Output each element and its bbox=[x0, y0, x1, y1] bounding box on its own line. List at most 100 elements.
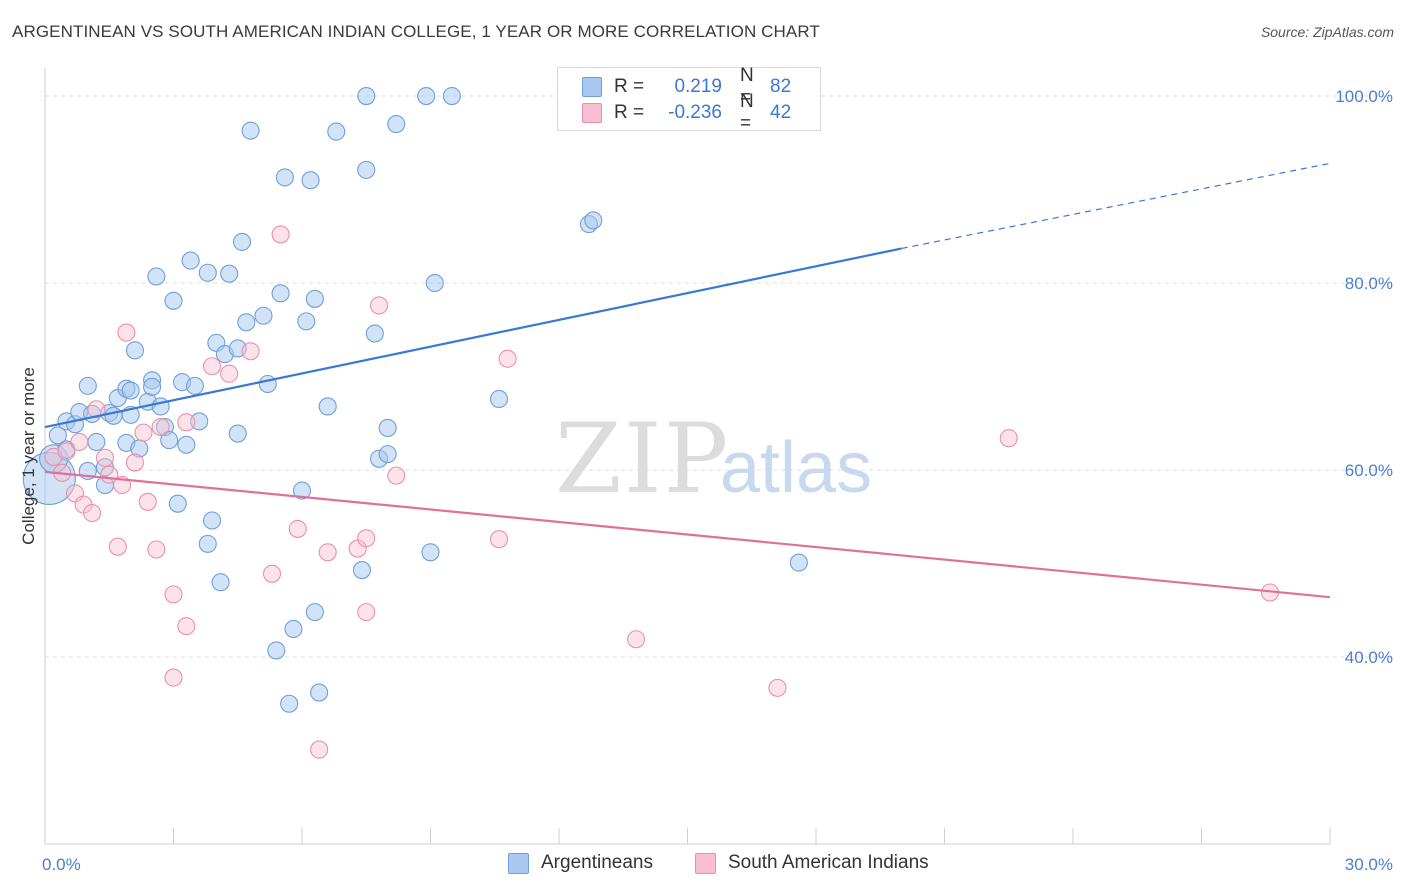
argentinean-point bbox=[275, 168, 294, 187]
argentinean-point bbox=[284, 619, 303, 639]
legend-n-label: N = bbox=[740, 65, 754, 108]
series-legend-argentineans: Argentineans bbox=[508, 852, 653, 874]
legend-swatch-south-american-indians bbox=[582, 103, 602, 123]
argentinean-point bbox=[151, 397, 170, 416]
argentinean-point bbox=[228, 424, 247, 443]
argentinean-point bbox=[181, 251, 200, 270]
argentinean-point bbox=[318, 397, 337, 416]
south-american-indian-point bbox=[262, 564, 282, 583]
south-american-indian-point bbox=[370, 296, 389, 315]
south-american-indian-point bbox=[108, 537, 127, 556]
south-american-indian-point bbox=[310, 740, 329, 759]
argentinean-point bbox=[421, 543, 440, 562]
trend-lines bbox=[44, 162, 1331, 599]
watermark: ZIP atlas bbox=[555, 403, 872, 515]
argentinean-point bbox=[78, 376, 97, 395]
argentinean-point bbox=[198, 534, 217, 553]
south-american-indian-point bbox=[241, 342, 260, 361]
watermark-zip: ZIP bbox=[555, 403, 730, 515]
legend-n-value: 42 bbox=[770, 102, 792, 123]
argentinean-point bbox=[125, 341, 144, 360]
south-american-indian-point bbox=[70, 432, 89, 452]
south-american-indian-point bbox=[83, 503, 102, 523]
argentinean-point bbox=[292, 481, 312, 500]
argentinean-point bbox=[258, 374, 277, 394]
chart-source: Source: ZipAtlas.com bbox=[1260, 24, 1394, 40]
argentinean-point bbox=[378, 445, 397, 464]
y-tick-label: 60.0% bbox=[1345, 461, 1393, 480]
series-swatch-south-american-indians bbox=[694, 852, 716, 874]
south-american-indian-point bbox=[203, 357, 222, 376]
y-tick-label: 100.0% bbox=[1335, 87, 1393, 106]
south-american-indian-point bbox=[147, 540, 166, 559]
argentinean-point bbox=[305, 289, 324, 308]
argentinean-point bbox=[198, 263, 217, 282]
argentinean-point bbox=[177, 435, 196, 454]
south-american-indian-point bbox=[164, 585, 183, 604]
y-tick-label: 80.0% bbox=[1345, 274, 1393, 293]
argentinean-point bbox=[168, 494, 187, 513]
south-american-indian-point bbox=[768, 678, 787, 697]
argentinean-point bbox=[789, 553, 808, 572]
south-american-indian-point bbox=[318, 543, 337, 562]
argentinean-point bbox=[301, 171, 320, 190]
south-american-indian-point bbox=[177, 617, 196, 636]
south-american-indian-point bbox=[57, 442, 76, 461]
south-american-indian-point bbox=[627, 630, 646, 649]
argentinean-point bbox=[185, 376, 204, 395]
south-american-indian-point bbox=[95, 448, 115, 467]
series-legend-south-american-indians: South American Indians bbox=[694, 852, 929, 874]
argentinean-point bbox=[232, 232, 252, 251]
argentinean-point bbox=[121, 381, 140, 400]
argentinean-point bbox=[271, 284, 290, 303]
chart-title: ARGENTINEAN VS SOUTH AMERICAN INDIAN COL… bbox=[12, 22, 820, 41]
south-american-indian-point bbox=[999, 429, 1018, 448]
argentinean-point bbox=[254, 306, 273, 325]
argentinean-point bbox=[147, 267, 166, 286]
argentineans-points bbox=[22, 86, 808, 713]
legend-n-label: N = bbox=[740, 91, 754, 134]
legend-swatch-argentineans bbox=[582, 77, 602, 97]
argentinean-point bbox=[352, 561, 372, 580]
south-american-indian-point bbox=[498, 349, 517, 368]
y-axis-label: College, 1 year or more bbox=[19, 367, 38, 545]
series-label-south-american-indians: South American Indians bbox=[727, 852, 929, 873]
argentinean-point bbox=[190, 412, 209, 431]
argentinean-point bbox=[489, 389, 509, 409]
argentinean-point bbox=[211, 573, 230, 592]
x-tick-label: 30.0% bbox=[1345, 855, 1393, 874]
argentinean-point bbox=[387, 115, 406, 134]
argentinean-point bbox=[305, 603, 324, 622]
argentinean-point bbox=[280, 694, 299, 713]
argentinean-point bbox=[237, 313, 256, 332]
argentineans-trend-extension bbox=[901, 162, 1331, 250]
legend-row-argentineans: R = 0.219 N = 82 bbox=[582, 65, 792, 108]
argentineans-trend-line bbox=[44, 247, 902, 429]
argentinean-point bbox=[241, 121, 260, 140]
argentinean-point bbox=[297, 312, 316, 331]
south-american-indian-point bbox=[177, 413, 196, 432]
legend-row-south-american-indians: R = -0.236 N = 42 bbox=[582, 91, 792, 134]
south-american-indian-point bbox=[138, 492, 157, 511]
y-tick-label: 40.0% bbox=[1345, 648, 1393, 667]
argentinean-point bbox=[220, 264, 239, 283]
argentinean-point bbox=[160, 431, 179, 450]
watermark-atlas: atlas bbox=[720, 428, 872, 508]
argentinean-point bbox=[378, 418, 397, 438]
south-american-indian-point bbox=[288, 519, 307, 538]
legend-n-value: 82 bbox=[770, 76, 792, 97]
argentinean-point bbox=[357, 86, 376, 106]
argentinean-point bbox=[425, 273, 444, 293]
argentinean-point bbox=[327, 122, 346, 141]
south-american-indian-point bbox=[387, 466, 406, 485]
south-american-indian-point bbox=[357, 529, 376, 548]
south-american-indian-point bbox=[87, 400, 106, 419]
south-american-indian-point bbox=[125, 453, 144, 472]
south-american-indian-point bbox=[164, 668, 183, 687]
argentinean-point bbox=[417, 86, 436, 106]
legend-r-label: R = bbox=[614, 102, 645, 123]
south-american-indians-trend-line bbox=[44, 470, 1331, 599]
series-label-argentineans: Argentineans bbox=[541, 852, 653, 873]
south-american-indian-point bbox=[151, 417, 170, 437]
argentinean-point bbox=[104, 406, 123, 425]
